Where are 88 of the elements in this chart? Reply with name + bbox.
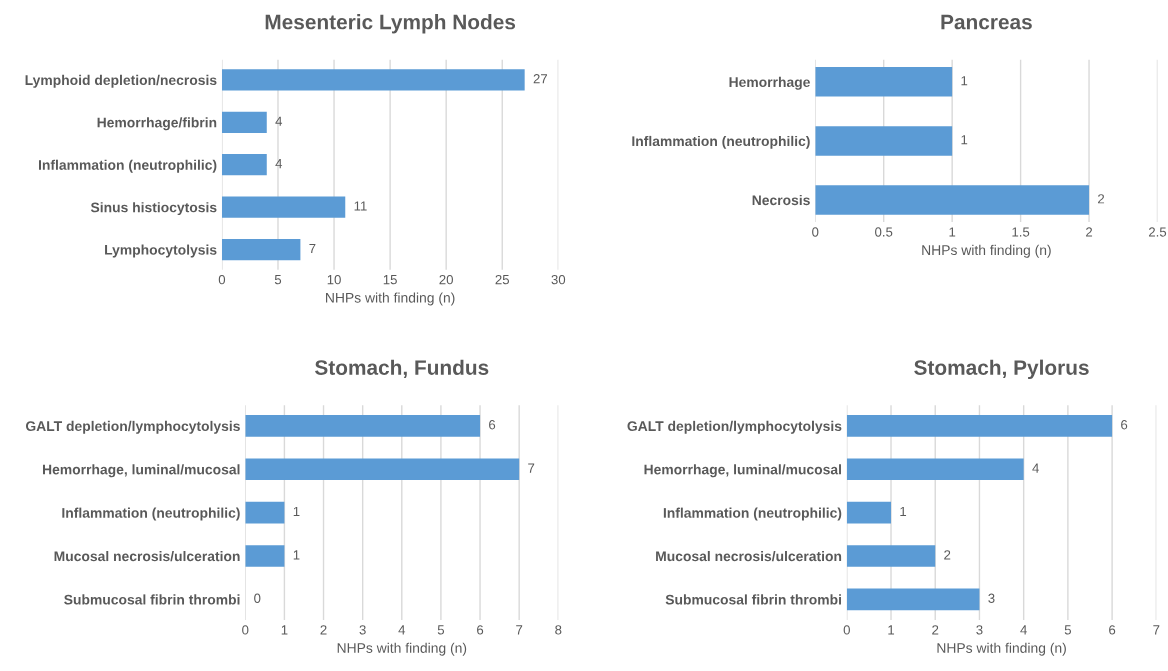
chart-title: Pancreas — [941, 14, 1032, 30]
bar — [846, 458, 1024, 481]
y-tick-label: Inflammation (neutrophilic) — [62, 507, 240, 521]
y-tick-label: Hemorrhage/fibrin — [97, 117, 217, 131]
data-label: 4 — [275, 116, 283, 126]
x-tick-label: 3 — [359, 625, 366, 635]
data-label: 4 — [275, 159, 283, 169]
x-tick-label: 7 — [516, 625, 523, 635]
y-tick-label: GALT depletion/lymphocytolysis — [627, 420, 842, 434]
x-tick-label: 1 — [949, 227, 956, 237]
bar — [221, 69, 525, 91]
bar — [846, 545, 936, 567]
x-tick-label: 6 — [477, 625, 484, 635]
x-tick-label: 1 — [281, 625, 288, 635]
data-label: 3 — [988, 593, 995, 603]
bar — [221, 154, 267, 176]
data-label: 7 — [528, 463, 535, 473]
data-label: 6 — [1121, 420, 1128, 430]
x-tick-label: 30 — [551, 274, 566, 285]
x-tick-label: 1.5 — [1012, 227, 1030, 237]
bar — [245, 415, 481, 437]
data-label: 27 — [533, 74, 548, 84]
x-tick-label: 0 — [242, 625, 249, 635]
data-label: 1 — [900, 506, 907, 517]
x-tick-label: 2 — [932, 625, 939, 635]
x-tick-label: 8 — [555, 625, 562, 635]
x-tick-label: 4 — [1020, 625, 1027, 635]
x-axis-title: NHPs with finding (n) — [937, 642, 1066, 656]
x-axis-title: NHPs with finding (n) — [922, 244, 1051, 258]
data-label: 1 — [961, 76, 968, 86]
x-tick-label: 25 — [495, 274, 510, 285]
bar — [846, 588, 980, 611]
bar — [221, 196, 346, 218]
y-tick-label: Hemorrhage, luminal/mucosal — [644, 464, 841, 478]
x-axis-title: NHPs with finding (n) — [326, 292, 455, 306]
y-tick-label: Lymphocytolysis — [105, 244, 217, 258]
x-tick-label: 0.5 — [875, 227, 893, 237]
y-tick-label: Hemorrhage — [729, 76, 810, 90]
y-tick-label: Submucosal fibrin thrombi — [665, 594, 841, 605]
y-tick-label: Inflammation (neutrophilic) — [632, 135, 810, 149]
y-tick-label: Mucosal necrosis/ulceration — [54, 550, 240, 562]
bar — [245, 501, 285, 524]
data-label: 1 — [293, 550, 300, 560]
x-tick-label: 2.5 — [1148, 227, 1167, 237]
data-label: 2 — [1098, 194, 1105, 204]
data-label: 4 — [1032, 463, 1039, 473]
x-tick-label: 3 — [976, 625, 983, 635]
x-axis-title: NHPs with finding (n) — [337, 642, 467, 656]
data-label: 11 — [354, 201, 367, 211]
x-tick-label: 5 — [437, 625, 445, 635]
y-tick-label: Sinus histiocytosis — [90, 202, 217, 216]
data-label: 1 — [293, 506, 300, 517]
bar — [221, 111, 267, 133]
x-tick-label: 0 — [812, 227, 819, 237]
bar — [846, 501, 892, 524]
x-tick-label: 0 — [218, 274, 226, 285]
data-label: 1 — [961, 135, 968, 145]
x-tick-label: 20 — [439, 274, 453, 285]
x-tick-label: 10 — [327, 274, 341, 285]
bar — [245, 458, 520, 481]
y-tick-label: Mucosal necrosis/ulceration — [656, 550, 842, 562]
data-label: 0 — [254, 593, 261, 603]
x-tick-label: 2 — [320, 625, 327, 635]
chart-title: Mesenteric Lymph Nodes — [265, 14, 516, 34]
x-tick-label: 5 — [274, 275, 282, 285]
x-tick-label: 5 — [1064, 625, 1071, 635]
y-tick-label: GALT depletion/lymphocytolysis — [25, 420, 240, 434]
chart-title: Stomach, Fundus — [315, 359, 489, 378]
x-tick-label: 6 — [1109, 625, 1116, 635]
x-tick-label: 1 — [888, 625, 895, 635]
bar — [846, 415, 1113, 437]
x-tick-label: 2 — [1086, 227, 1093, 237]
bar — [245, 545, 285, 567]
y-tick-label: Necrosis — [752, 194, 810, 206]
x-tick-label: 0 — [843, 625, 850, 635]
y-tick-label: Inflammation (neutrophilic) — [663, 507, 842, 521]
y-tick-label: Hemorrhage, luminal/mucosal — [43, 464, 240, 478]
data-label: 6 — [489, 420, 496, 430]
y-tick-label: Submucosal fibrin thrombi — [64, 594, 240, 605]
x-tick-label: 4 — [398, 625, 406, 635]
bar — [221, 238, 301, 261]
y-tick-label: Inflammation (neutrophilic) — [38, 159, 217, 173]
data-label: 2 — [944, 550, 951, 560]
y-tick-label: Lymphoid depletion/necrosis — [25, 74, 217, 88]
x-tick-label: 15 — [383, 275, 397, 285]
x-tick-label: 7 — [1153, 625, 1160, 635]
chart-title: Stomach, Pylorus — [914, 359, 1089, 380]
data-label: 7 — [309, 243, 316, 253]
